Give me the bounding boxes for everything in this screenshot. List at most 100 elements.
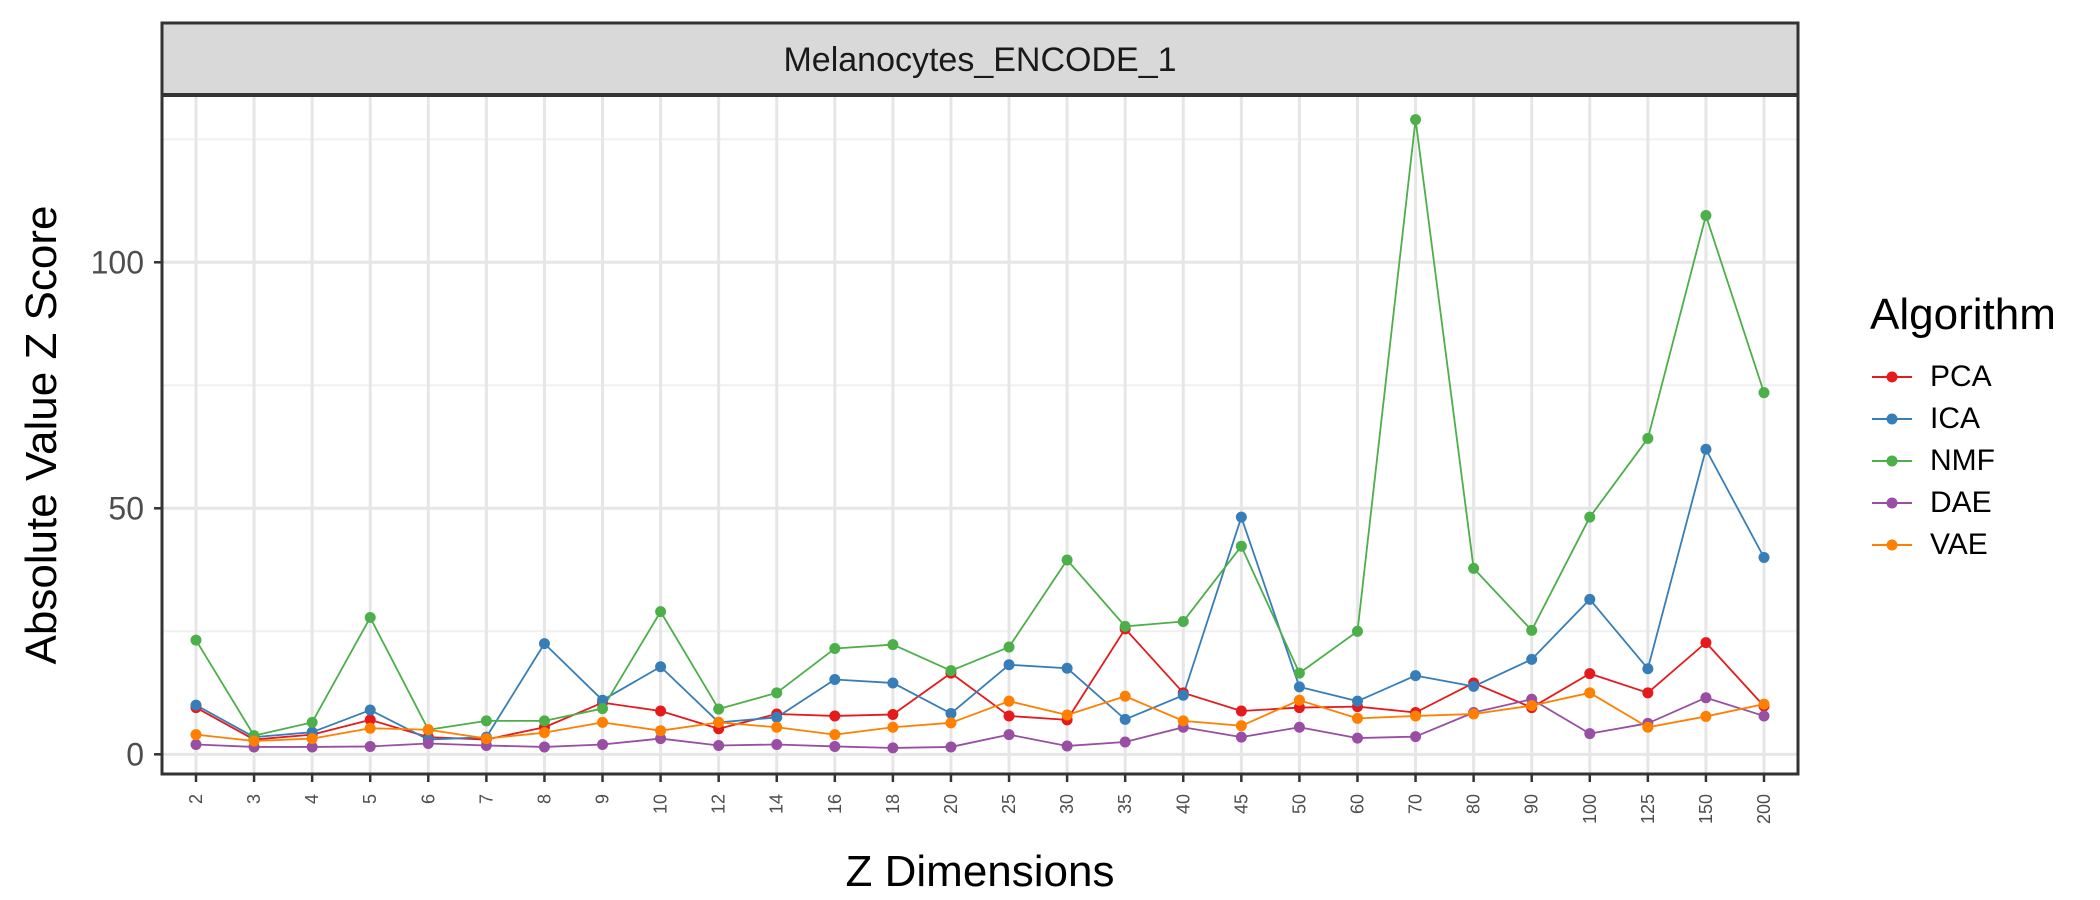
data-point-dae [364, 740, 376, 752]
data-point-nmf [945, 665, 957, 677]
legend-item-ica: ICA [1870, 398, 2056, 440]
data-point-nmf [887, 639, 899, 651]
data-point-nmf [538, 715, 550, 727]
data-point-dae [538, 741, 550, 753]
data-point-dae [771, 738, 783, 750]
data-point-pca [829, 710, 841, 722]
y-tick-label: 100 [91, 244, 144, 280]
legend-key-nmf [1872, 455, 1912, 467]
x-tick-label: 20 [941, 794, 961, 814]
y-axis-title: Absolute Value Z Score [17, 206, 66, 665]
legend-item-nmf: NMF [1870, 440, 2056, 482]
data-point-nmf [655, 606, 667, 618]
data-point-pca [655, 705, 667, 717]
data-point-ica [1468, 680, 1480, 692]
data-point-dae [306, 741, 318, 753]
x-tick-label: 5 [360, 794, 380, 804]
data-point-dae [422, 737, 434, 749]
data-point-nmf [1700, 210, 1712, 222]
data-point-ica [1293, 681, 1305, 693]
x-tick-label: 10 [651, 794, 671, 814]
gridlines [162, 95, 1798, 774]
data-point-nmf [713, 703, 725, 715]
data-point-nmf [1642, 432, 1654, 444]
data-point-vae [1758, 698, 1770, 710]
data-point-ica [1351, 695, 1363, 707]
legend-key-dae [1872, 497, 1912, 509]
data-point-nmf [771, 687, 783, 699]
data-point-pca [1700, 637, 1712, 649]
x-tick-label: 40 [1173, 794, 1193, 814]
x-tick-label: 18 [883, 794, 903, 814]
data-point-vae [1351, 712, 1363, 724]
x-tick-label: 90 [1522, 794, 1542, 814]
data-point-dae [945, 741, 957, 753]
y-tick-label: 50 [108, 490, 144, 526]
x-tick-label: 30 [1057, 794, 1077, 814]
series-lines [195, 118, 1765, 749]
data-point-ica [597, 694, 609, 706]
x-tick-label: 4 [302, 794, 322, 804]
data-point-pca [1584, 668, 1596, 680]
data-point-ica [190, 699, 202, 711]
facet-title: Melanocytes_ENCODE_1 [783, 41, 1176, 79]
x-tick-label: 12 [709, 794, 729, 814]
data-point-vae [771, 721, 783, 733]
x-tick-label: 60 [1347, 794, 1367, 814]
data-point-nmf [190, 634, 202, 646]
data-point-vae [713, 716, 725, 728]
data-point-pca [1642, 687, 1654, 699]
series-line-dae [195, 696, 1765, 749]
data-point-dae [1119, 736, 1131, 748]
data-point-vae [1642, 721, 1654, 733]
data-point-ica [364, 704, 376, 716]
data-point-dae [1293, 721, 1305, 733]
data-point-dae [1235, 731, 1247, 743]
data-point-nmf [364, 612, 376, 624]
data-point-dae [190, 738, 202, 750]
data-point-dae [1758, 710, 1770, 722]
data-point-vae [1526, 700, 1538, 712]
data-point-nmf [1235, 540, 1247, 552]
x-axis: 2 3 4 5 6 7 8 9 10 12 14 16 18 20 25 30 35 40 45 50 60 70 80 90… [186, 774, 1774, 824]
x-tick-label: 14 [767, 794, 787, 814]
data-point-dae [1061, 740, 1073, 752]
x-tick-label: 16 [825, 794, 845, 814]
data-point-vae [945, 717, 957, 729]
data-point-ica [1177, 689, 1189, 701]
data-point-nmf [829, 643, 841, 655]
data-point-nmf [1351, 625, 1363, 637]
legend-label-vae: VAE [1930, 528, 1988, 561]
data-point-nmf [597, 703, 609, 715]
x-tick-label: 50 [1289, 794, 1309, 814]
data-point-nmf [1293, 667, 1305, 679]
legend: Algorithm PCA ICA NMF DAE VAE [1870, 290, 2056, 566]
data-point-ica [1003, 659, 1015, 671]
x-tick-label: 3 [244, 794, 264, 804]
data-point-pca [364, 714, 376, 726]
y-tick-label: 0 [126, 736, 144, 772]
legend-label-nmf: NMF [1930, 444, 1995, 477]
legend-item-pca: PCA [1870, 356, 2056, 398]
data-point-vae [1177, 715, 1189, 727]
legend-key-vae [1872, 539, 1912, 551]
data-point-vae [480, 733, 492, 745]
data-point-ica [887, 677, 899, 689]
data-point-nmf [1410, 114, 1422, 126]
data-point-nmf [1526, 624, 1538, 636]
data-point-pca [887, 708, 899, 720]
legend-label-ica: ICA [1930, 402, 1981, 435]
facet-strip [160, 21, 1800, 97]
data-point-vae [538, 727, 550, 739]
data-point-vae [597, 716, 609, 728]
x-tick-label: 2 [186, 794, 206, 804]
data-point-ica [1584, 593, 1596, 605]
data-point-vae [190, 729, 202, 741]
data-point-vae [887, 721, 899, 733]
x-tick-label: 100 [1580, 794, 1600, 824]
x-tick-label: 125 [1638, 794, 1658, 824]
data-point-ica [1235, 511, 1247, 523]
x-tick-label: 80 [1464, 794, 1484, 814]
legend-key-ica [1872, 413, 1912, 425]
